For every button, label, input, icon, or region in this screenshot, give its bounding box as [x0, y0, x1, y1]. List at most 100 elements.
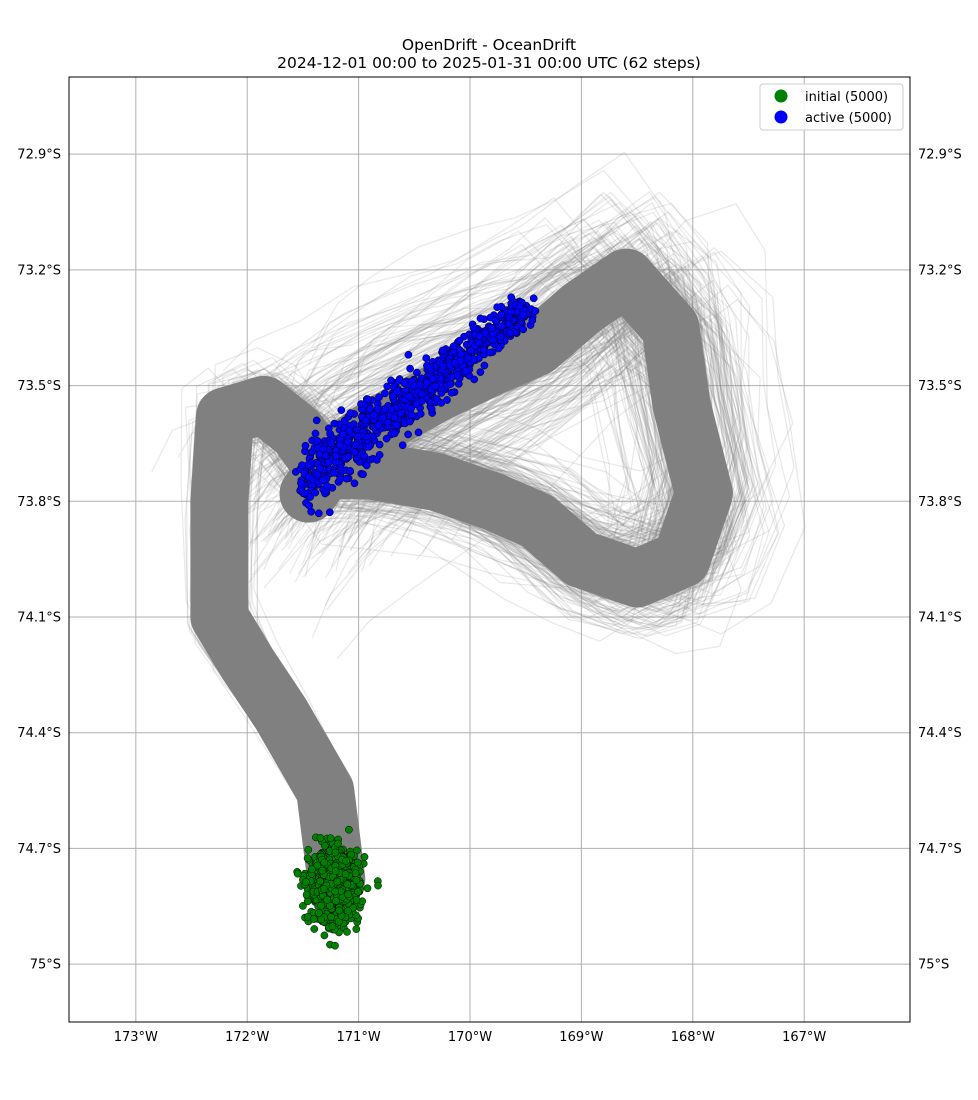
particle-points [291, 293, 540, 950]
particle-point [404, 430, 412, 439]
particle-point [382, 434, 391, 443]
particle-point [406, 417, 414, 426]
particle-point [362, 461, 371, 470]
x-tick-label: 171°W [337, 1030, 381, 1045]
particle-point [354, 887, 362, 896]
particle-point [353, 858, 362, 867]
particle-point [464, 353, 473, 362]
particle-point [293, 869, 302, 878]
particle-point [307, 865, 316, 874]
y-tick-label-right: 73.5°S [918, 379, 962, 394]
y-tick-label-right: 73.2°S [918, 263, 962, 278]
plot-frame [68, 76, 911, 1023]
particle-point [331, 867, 340, 875]
particle-point [331, 848, 340, 857]
particle-point [327, 913, 335, 921]
particle-point [486, 348, 494, 357]
particle-point [304, 845, 313, 854]
particle-point [361, 416, 370, 425]
particle-point [319, 476, 328, 484]
x-tick-label: 173°W [114, 1030, 158, 1045]
series-initial [293, 825, 382, 950]
particle-point [309, 915, 318, 923]
particle-point [428, 375, 437, 383]
particle-point [418, 397, 426, 405]
y-tick-label-left: 73.8°S [17, 495, 61, 510]
particle-point [416, 410, 425, 418]
particle-point [352, 876, 361, 885]
particle-point [298, 461, 306, 470]
particle-point [422, 354, 431, 362]
particle-point [531, 307, 540, 315]
particle-point [305, 501, 314, 510]
particle-point [315, 450, 324, 459]
particle-point [381, 389, 389, 398]
particle-point [366, 405, 374, 413]
particle-point [446, 380, 455, 389]
particle-point [507, 307, 515, 316]
particle-point [336, 441, 344, 449]
particle-point [344, 452, 353, 461]
particle-point [310, 925, 319, 933]
particle-point [297, 479, 305, 487]
particle-point [328, 922, 337, 931]
particle-point [487, 324, 496, 333]
particle-point [301, 441, 310, 450]
particle-point [326, 834, 335, 843]
y-tick-label-left: 74.7°S [17, 842, 61, 857]
particle-point [345, 426, 354, 435]
particle-point [311, 488, 320, 497]
particle-point [480, 361, 489, 370]
y-tick-label-left: 73.5°S [17, 379, 61, 394]
particle-point [314, 509, 323, 518]
particle-point [303, 897, 312, 906]
particle-point [439, 362, 447, 370]
y-tick-label-right: 74.4°S [918, 726, 962, 741]
y-tick-label-right: 74.7°S [918, 842, 962, 857]
x-tick-label: 169°W [559, 1030, 603, 1045]
particle-point [331, 941, 339, 950]
particle-point [345, 825, 353, 834]
particle-point [447, 388, 456, 397]
particle-point [438, 346, 447, 355]
particle-point [393, 387, 401, 395]
particle-point [392, 421, 401, 429]
x-tick-label: 172°W [225, 1030, 269, 1045]
particle-point [437, 399, 446, 407]
particle-point [313, 470, 322, 479]
particle-point [405, 392, 414, 401]
particle-point [352, 925, 361, 933]
particle-point [306, 493, 314, 501]
particle-point [374, 881, 382, 890]
particle-point [343, 928, 351, 936]
particle-point [311, 429, 320, 438]
particle-point [379, 413, 387, 422]
particle-point [374, 421, 383, 429]
particle-point [316, 877, 324, 886]
legend-label-active: active (5000) [805, 111, 892, 126]
particle-point [519, 310, 527, 319]
particle-point [390, 413, 399, 422]
particle-point [350, 448, 359, 457]
particle-point [369, 411, 378, 420]
particle-point [312, 416, 321, 425]
particle-point [300, 489, 309, 498]
particle-point [359, 470, 367, 479]
legend-box [759, 83, 904, 131]
y-tick-labels: 72.9°S 72.9°S 73.2°S 73.2°S 73.5°S 73.5°S 73.8… [17, 148, 961, 973]
particle-point [334, 839, 342, 848]
particle-point [343, 437, 352, 446]
particle-point [317, 915, 326, 924]
legend: initial (5000) active (5000) [759, 83, 904, 131]
y-tick-label-left: 74.1°S [17, 611, 61, 626]
particle-point [344, 890, 352, 899]
x-tick-label: 170°W [448, 1030, 492, 1045]
particle-point [353, 432, 362, 441]
particle-point [330, 419, 339, 428]
particle-point [332, 897, 340, 905]
particle-point [410, 382, 419, 390]
particle-point [341, 870, 350, 879]
trajectory-bundle [151, 151, 806, 910]
particle-point [496, 332, 505, 341]
particle-point [414, 428, 423, 437]
